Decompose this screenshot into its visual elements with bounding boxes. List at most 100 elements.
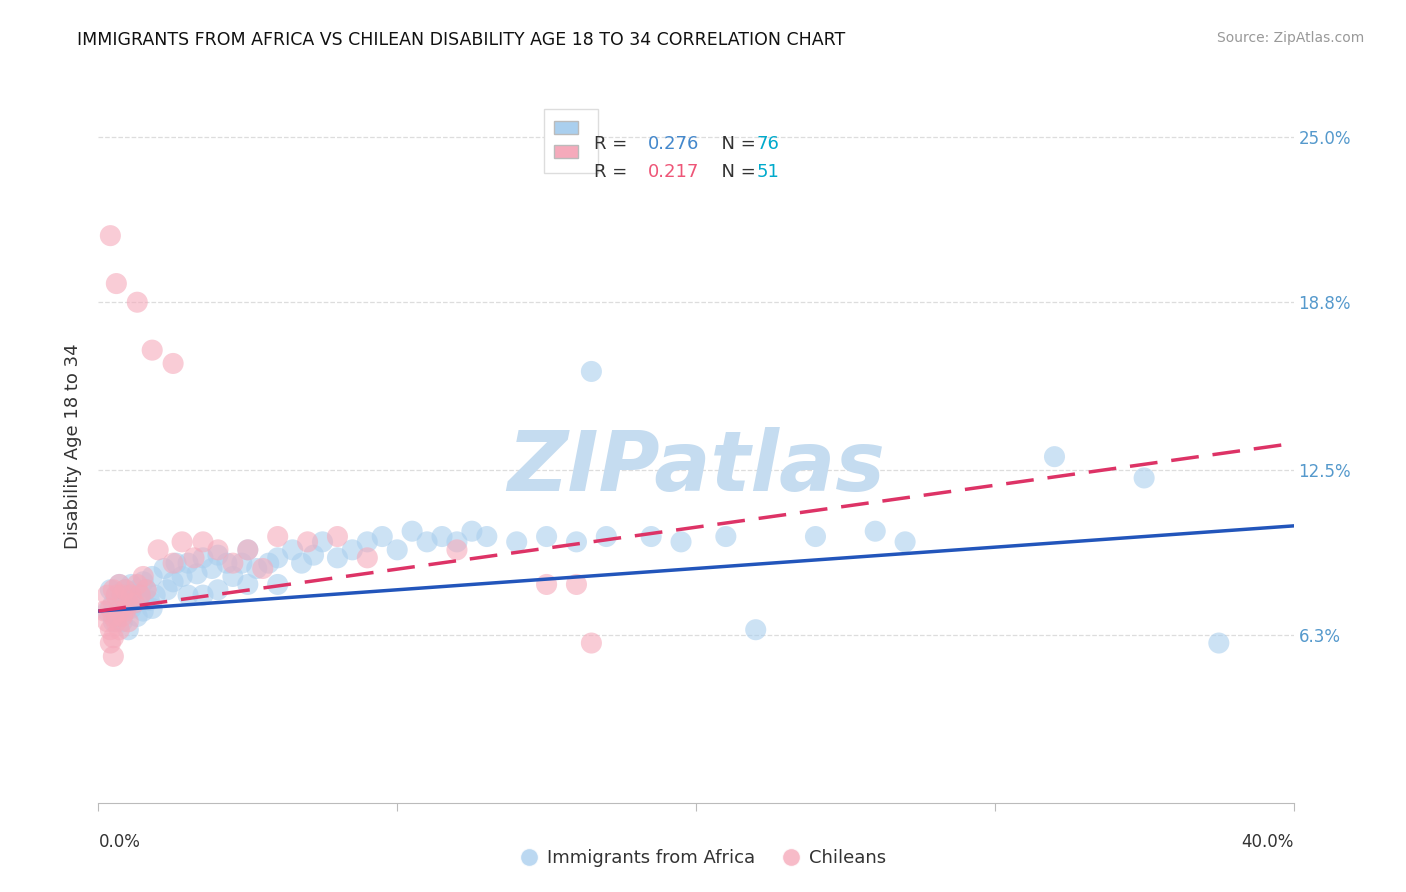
Point xyxy=(714,529,737,543)
Point xyxy=(103,649,125,664)
Point xyxy=(236,542,259,557)
Point xyxy=(267,550,290,565)
Point xyxy=(183,550,205,565)
Point xyxy=(165,556,187,570)
Text: ZIPatlas: ZIPatlas xyxy=(508,427,884,508)
Point xyxy=(191,550,214,565)
Point xyxy=(98,636,122,650)
Text: R =: R = xyxy=(595,136,634,153)
Point xyxy=(124,596,146,610)
Point xyxy=(865,524,887,539)
Point xyxy=(385,542,409,557)
Point xyxy=(1043,450,1066,464)
Point xyxy=(252,561,274,575)
Point xyxy=(111,588,134,602)
Point xyxy=(93,604,115,618)
Point xyxy=(111,593,134,607)
Point xyxy=(103,609,125,624)
Point xyxy=(326,550,349,565)
Point xyxy=(129,588,152,602)
Point xyxy=(117,596,139,610)
Point xyxy=(141,569,163,583)
Text: Source: ZipAtlas.com: Source: ZipAtlas.com xyxy=(1216,31,1364,45)
Point xyxy=(1208,636,1230,650)
Point xyxy=(162,556,184,570)
Point xyxy=(120,577,142,591)
Text: N =: N = xyxy=(710,136,761,153)
Text: 76: 76 xyxy=(756,136,779,153)
Point xyxy=(506,534,529,549)
Point xyxy=(640,529,662,543)
Point xyxy=(201,561,224,575)
Point xyxy=(446,534,468,549)
Point xyxy=(177,588,200,602)
Point xyxy=(475,529,498,543)
Point xyxy=(117,615,139,629)
Point xyxy=(356,534,378,549)
Point xyxy=(132,574,155,589)
Point xyxy=(143,588,166,602)
Point xyxy=(581,364,603,378)
Point xyxy=(105,609,128,624)
Point xyxy=(127,577,149,591)
Point xyxy=(117,588,139,602)
Point xyxy=(148,542,170,557)
Point xyxy=(222,556,245,570)
Point xyxy=(117,623,139,637)
Legend: , : , xyxy=(544,109,598,173)
Point xyxy=(222,569,245,583)
Point xyxy=(114,604,136,618)
Point xyxy=(120,601,142,615)
Point xyxy=(177,556,200,570)
Point xyxy=(162,356,184,370)
Point xyxy=(96,604,118,618)
Point xyxy=(311,534,333,549)
Point xyxy=(132,604,155,618)
Point xyxy=(108,604,131,618)
Point xyxy=(105,588,128,602)
Point xyxy=(1133,471,1156,485)
Text: 0.276: 0.276 xyxy=(648,136,699,153)
Point xyxy=(98,582,122,597)
Point xyxy=(371,529,394,543)
Point xyxy=(804,529,827,543)
Point xyxy=(103,596,125,610)
Text: R =: R = xyxy=(595,163,634,181)
Point xyxy=(207,548,229,562)
Y-axis label: Disability Age 18 to 34: Disability Age 18 to 34 xyxy=(65,343,83,549)
Point xyxy=(98,623,122,637)
Point xyxy=(108,577,131,591)
Point xyxy=(565,577,588,591)
Point xyxy=(135,582,157,597)
Point xyxy=(246,561,269,575)
Point xyxy=(135,582,157,597)
Point xyxy=(103,615,125,629)
Point xyxy=(446,542,468,557)
Point xyxy=(124,596,146,610)
Point xyxy=(342,542,364,557)
Point xyxy=(114,582,136,597)
Point xyxy=(105,277,128,291)
Point xyxy=(267,529,290,543)
Point xyxy=(894,534,917,549)
Point xyxy=(186,566,208,581)
Point xyxy=(745,623,768,637)
Point xyxy=(257,556,280,570)
Point xyxy=(111,609,134,624)
Legend: Immigrants from Africa, Chileans: Immigrants from Africa, Chileans xyxy=(513,842,893,874)
Point xyxy=(141,601,163,615)
Point xyxy=(207,542,229,557)
Point xyxy=(127,582,149,597)
Point xyxy=(103,631,125,645)
Point xyxy=(669,534,692,549)
Point xyxy=(172,534,194,549)
Point xyxy=(326,529,349,543)
Point xyxy=(356,550,378,565)
Text: 40.0%: 40.0% xyxy=(1241,833,1294,851)
Point xyxy=(105,615,128,629)
Point xyxy=(108,577,131,591)
Point xyxy=(297,534,319,549)
Point xyxy=(103,582,125,597)
Text: 0.217: 0.217 xyxy=(648,163,699,181)
Point xyxy=(536,577,558,591)
